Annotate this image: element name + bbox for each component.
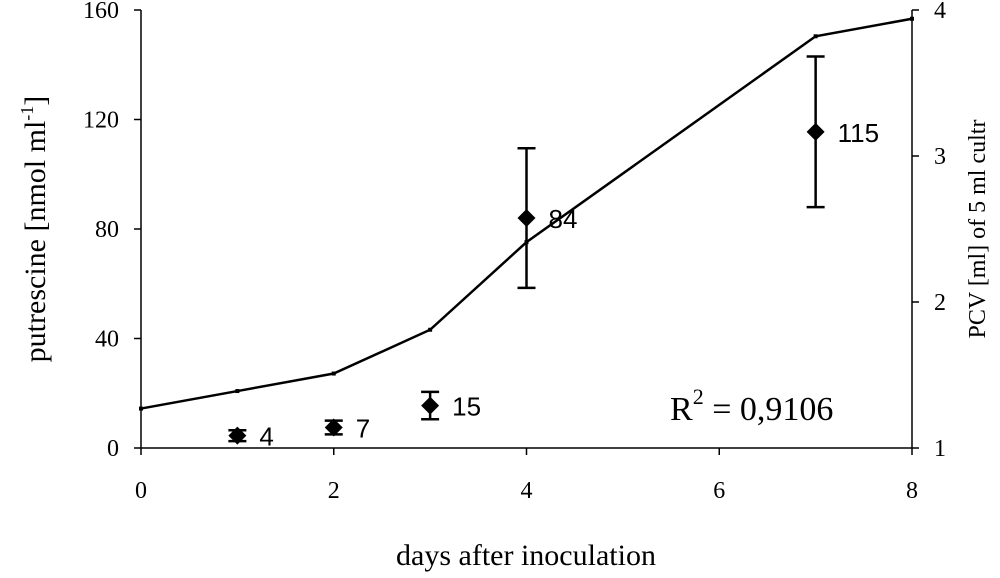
r-squared-annotation: R2 = 0,9106 <box>670 384 833 428</box>
putrescine-marker <box>228 426 247 445</box>
putrescine-marker <box>421 396 440 415</box>
putrescine-marker <box>806 122 825 141</box>
putrescine-marker <box>517 209 536 228</box>
pcv-point <box>331 371 336 376</box>
putrescine-data-label: 115 <box>838 118 879 148</box>
x-tick-label: 0 <box>135 478 147 504</box>
left-y-axis-title: putrescine [nmol ml-1] <box>17 96 52 363</box>
x-tick-label: 8 <box>906 478 918 504</box>
left-y-axis-title-close: ] <box>19 96 52 106</box>
pcv-point <box>910 16 914 21</box>
putrescine-series: 4 7 15 84 115 <box>228 55 879 452</box>
pcv-point <box>428 327 433 332</box>
x-tick-label: 2 <box>328 478 340 504</box>
putrescine-data-label: 7 <box>356 413 370 443</box>
left-y-ticks: 0 40 80 120 160 <box>83 0 141 462</box>
right-y-tick-label: 3 <box>934 144 946 170</box>
x-axis-title: days after inoculation <box>396 539 656 572</box>
r-squared-letter: R <box>670 391 693 428</box>
left-y-tick-label: 0 <box>107 436 119 462</box>
right-y-ticks: 1 2 3 4 <box>912 0 946 462</box>
right-y-tick-label: 4 <box>934 0 946 24</box>
left-y-tick-label: 160 <box>83 0 119 24</box>
pcv-point <box>139 406 143 411</box>
right-y-axis-title: PCV [ml] of 5 ml cultr <box>965 120 991 339</box>
right-y-tick-label: 1 <box>934 436 946 462</box>
left-y-axis-title-superscript: -1 <box>17 106 37 121</box>
left-y-tick-label: 40 <box>95 327 119 353</box>
putrescine-marker <box>324 418 343 437</box>
putrescine-data-label: 4 <box>259 422 273 452</box>
x-tick-label: 4 <box>521 478 533 504</box>
left-y-tick-label: 80 <box>95 217 119 243</box>
x-tick-label: 6 <box>713 478 725 504</box>
putrescine-data-label: 15 <box>452 392 481 422</box>
left-y-axis-title-main: putrescine [nmol ml <box>19 121 52 363</box>
r-squared-superscript: 2 <box>693 384 704 409</box>
r-squared-value: = 0,9106 <box>704 391 834 428</box>
right-y-tick-label: 2 <box>934 290 946 316</box>
pcv-point <box>813 34 818 39</box>
left-y-tick-label: 120 <box>83 108 119 134</box>
putrescine-data-label: 84 <box>549 204 578 234</box>
pcv-point <box>235 389 240 394</box>
x-ticks: 0 2 4 6 8 <box>135 448 918 504</box>
